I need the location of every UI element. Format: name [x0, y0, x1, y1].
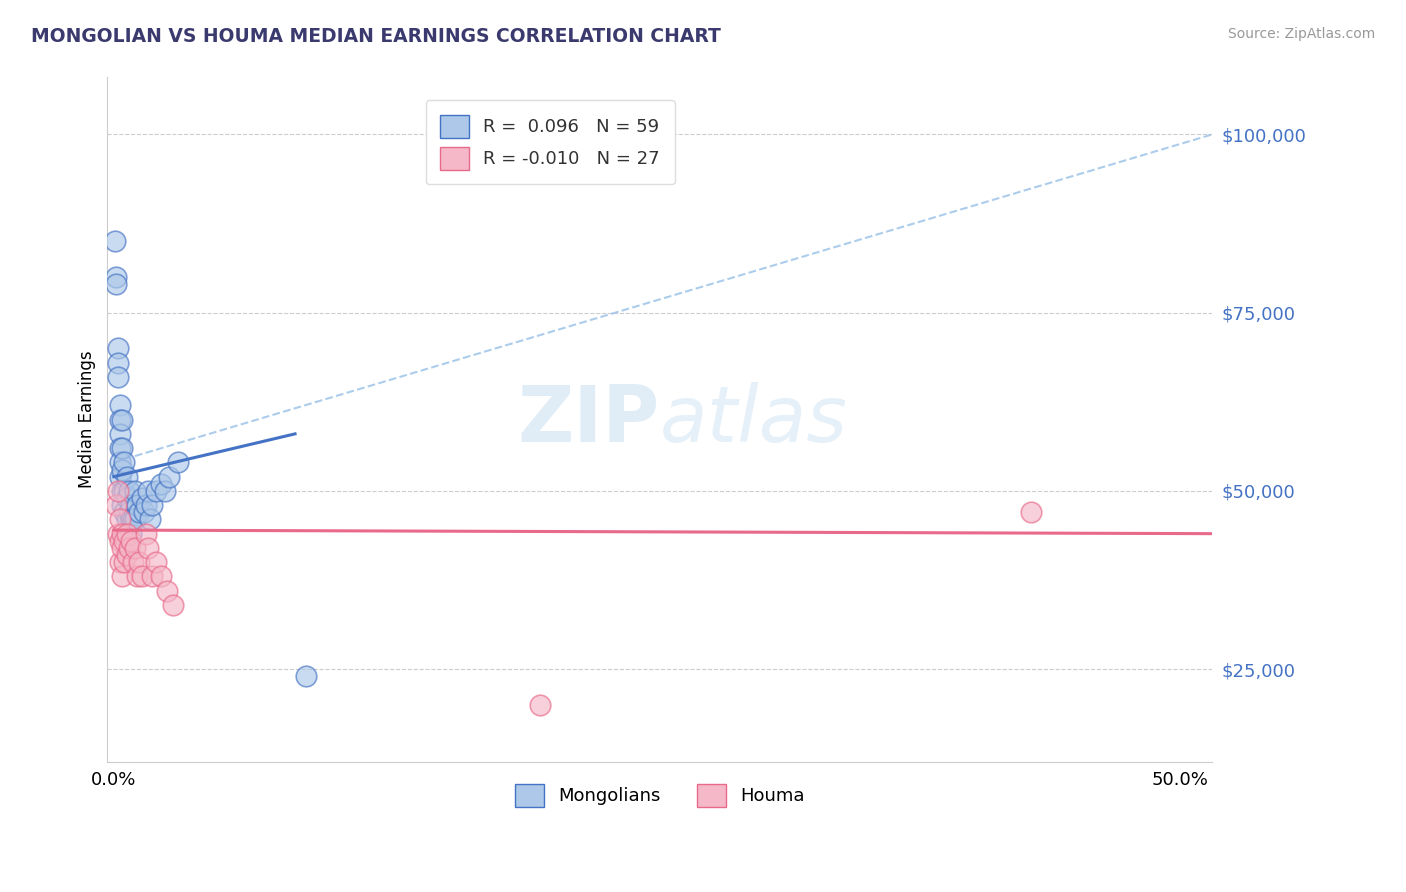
Point [107, 341, 129, 355]
Point [114, 455, 136, 469]
Point [122, 512, 145, 526]
Point [108, 512, 131, 526]
Point [162, 598, 184, 612]
Point [294, 669, 316, 683]
Point [145, 555, 167, 569]
Point [111, 498, 134, 512]
Point [166, 455, 188, 469]
Point [127, 569, 149, 583]
Point [108, 441, 131, 455]
Point [111, 462, 134, 476]
Point [115, 512, 138, 526]
Point [107, 526, 129, 541]
Point [149, 476, 172, 491]
Text: Source: ZipAtlas.com: Source: ZipAtlas.com [1227, 27, 1375, 41]
Point [120, 526, 142, 541]
Point [136, 541, 159, 555]
Point [111, 526, 134, 541]
Point [108, 555, 131, 569]
Point [107, 369, 129, 384]
Point [128, 505, 150, 519]
Point [108, 533, 131, 548]
Point [135, 526, 157, 541]
Point [108, 426, 131, 441]
Point [111, 569, 134, 583]
Point [111, 483, 134, 498]
Point [118, 505, 141, 519]
Point [104, 235, 127, 249]
Y-axis label: Median Earnings: Median Earnings [79, 351, 96, 489]
Point [104, 277, 127, 292]
Point [108, 398, 131, 412]
Point [120, 498, 142, 512]
Point [139, 512, 162, 526]
Point [108, 455, 131, 469]
Point [118, 483, 141, 498]
Point [108, 412, 131, 426]
Text: ZIP: ZIP [517, 382, 659, 458]
Point [124, 512, 146, 526]
Point [104, 270, 127, 285]
Point [115, 526, 138, 541]
Point [111, 541, 134, 555]
Point [107, 483, 129, 498]
Point [127, 498, 149, 512]
Point [115, 491, 138, 505]
Point [120, 533, 142, 548]
Point [157, 469, 180, 483]
Point [114, 505, 136, 519]
Point [115, 469, 138, 483]
Point [153, 483, 176, 498]
Point [115, 548, 138, 562]
Point [114, 533, 136, 548]
Point [124, 483, 146, 498]
Point [149, 569, 172, 583]
Point [131, 491, 153, 505]
Point [529, 698, 551, 712]
Point [132, 505, 155, 519]
Point [104, 498, 127, 512]
Point [135, 498, 157, 512]
Point [124, 541, 146, 555]
Point [111, 412, 134, 426]
Point [120, 512, 142, 526]
Point [128, 555, 150, 569]
Point [108, 469, 131, 483]
Text: atlas: atlas [659, 382, 848, 458]
Point [131, 569, 153, 583]
Point [156, 583, 179, 598]
Point [118, 541, 141, 555]
Point [111, 441, 134, 455]
Point [107, 355, 129, 369]
Text: MONGOLIAN VS HOUMA MEDIAN EARNINGS CORRELATION CHART: MONGOLIAN VS HOUMA MEDIAN EARNINGS CORRE… [31, 27, 721, 45]
Point [141, 498, 163, 512]
Point [122, 555, 145, 569]
Point [141, 569, 163, 583]
Point [145, 483, 167, 498]
Legend: Mongolians, Houma: Mongolians, Houma [508, 777, 811, 814]
Point [1019, 505, 1042, 519]
Point [136, 483, 159, 498]
Point [114, 483, 136, 498]
Point [114, 555, 136, 569]
